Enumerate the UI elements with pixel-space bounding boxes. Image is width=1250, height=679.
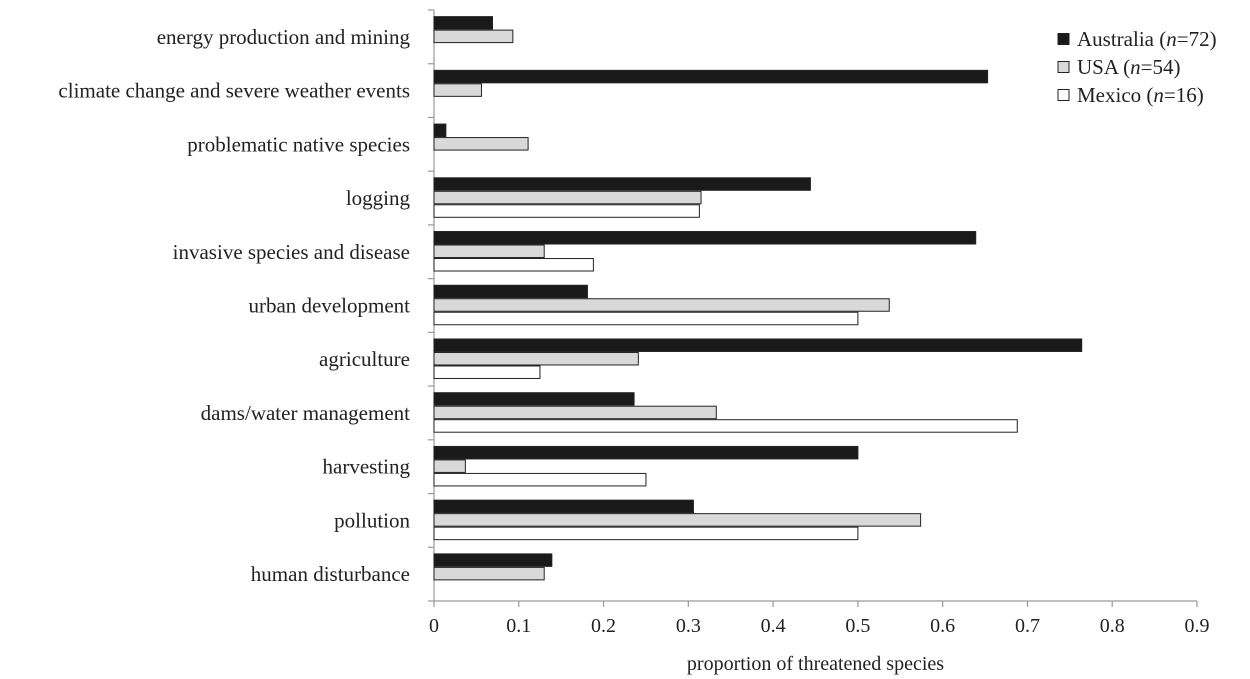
legend-swatch-australia xyxy=(1057,33,1070,45)
x-tick-label: 0.6 xyxy=(930,615,955,637)
category-label: problematic native species xyxy=(187,132,410,156)
x-tick-label: 0 xyxy=(429,615,439,637)
bar-australia-0 xyxy=(433,16,493,30)
bar-australia-2 xyxy=(433,123,447,138)
category-label: dams/water management xyxy=(201,401,410,425)
category-label: logging xyxy=(346,186,411,210)
category-label: harvesting xyxy=(323,455,411,479)
bar-mexico-5 xyxy=(433,311,859,326)
legend: Australia (n=72)USA (n=54)Mexico (n=16) xyxy=(1057,27,1217,107)
bar-mexico-8 xyxy=(433,472,647,487)
x-tick-label: 0.2 xyxy=(591,615,616,637)
bar-australia-4 xyxy=(433,231,977,245)
legend-series-name: Australia ( xyxy=(1077,27,1166,51)
x-tick-label: 0.9 xyxy=(1185,615,1210,637)
x-tick-label: 0.7 xyxy=(1015,615,1040,637)
category-label: urban development xyxy=(248,294,410,318)
legend-label-mexico: Mexico (n=16) xyxy=(1077,83,1204,107)
bar-usa-8 xyxy=(433,459,466,473)
category-label: pollution xyxy=(334,508,410,532)
bar-australia-1 xyxy=(433,69,989,84)
x-tick-label: 0.5 xyxy=(845,615,870,637)
bar-mexico-4 xyxy=(433,258,594,272)
bar-mexico-9 xyxy=(433,526,859,541)
x-tick-labels: 0 0.1 0.2 0.3 0.4 0.5 0.6 0.7 0.8 0.9 xyxy=(429,615,1210,637)
legend-n-symbol: n xyxy=(1166,27,1177,51)
legend-swatch-usa xyxy=(1057,61,1070,73)
legend-swatch-mexico xyxy=(1057,89,1070,101)
legend-n-symbol: n xyxy=(1153,83,1164,107)
category-label: agriculture xyxy=(319,347,410,371)
legend-n-value: =72) xyxy=(1177,27,1217,51)
bar-australia-8 xyxy=(433,445,859,460)
bar-australia-5 xyxy=(433,284,588,299)
bar-australia-6 xyxy=(433,338,1083,352)
bar-mexico-3 xyxy=(433,204,700,218)
bar-usa-6 xyxy=(433,351,639,366)
x-axis-title: proportion of threatened species xyxy=(687,653,944,675)
x-tick-label: 0.8 xyxy=(1100,615,1125,637)
legend-label-australia: Australia (n=72) xyxy=(1077,27,1217,51)
bar-usa-9 xyxy=(433,513,922,527)
x-tick-label: 0.4 xyxy=(761,615,786,637)
bar-usa-7 xyxy=(433,405,717,420)
bar-usa-2 xyxy=(433,137,529,151)
legend-n-symbol: n xyxy=(1130,55,1141,79)
bar-usa-1 xyxy=(433,83,482,97)
bar-usa-4 xyxy=(433,244,545,259)
x-tick-label: 0.3 xyxy=(676,615,701,637)
bar-mexico-7 xyxy=(433,419,1018,433)
bar-australia-3 xyxy=(433,177,811,191)
category-label: invasive species and disease xyxy=(173,240,410,264)
category-label: climate change and severe weather events xyxy=(58,79,410,103)
legend-n-value: =16) xyxy=(1164,83,1204,107)
category-label: human disturbance xyxy=(251,562,410,586)
legend-label-usa: USA (n=54) xyxy=(1077,55,1180,79)
bar-usa-5 xyxy=(433,298,890,312)
bars xyxy=(433,16,1083,581)
bar-australia-10 xyxy=(433,553,553,567)
bar-usa-0 xyxy=(433,29,514,44)
legend-n-value: =54) xyxy=(1141,55,1181,79)
bar-usa-10 xyxy=(433,566,545,581)
category-labels: energy production and mining climate chan… xyxy=(58,25,410,586)
bar-australia-7 xyxy=(433,392,635,406)
bar-australia-9 xyxy=(433,499,694,514)
x-tick-label: 0.1 xyxy=(506,615,531,637)
bar-usa-3 xyxy=(433,190,702,205)
legend-series-name: USA ( xyxy=(1077,55,1130,79)
legend-series-name: Mexico ( xyxy=(1077,83,1153,107)
category-label: energy production and mining xyxy=(157,25,411,49)
bar-mexico-6 xyxy=(433,365,541,379)
